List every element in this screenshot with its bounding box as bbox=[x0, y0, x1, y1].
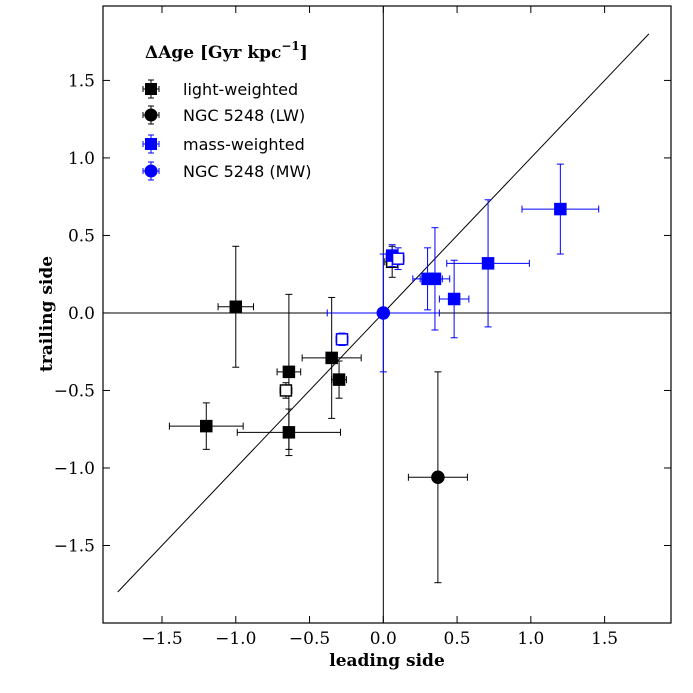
legend-circle-marker bbox=[144, 108, 158, 122]
legend-label-ngc5248-lw: NGC 5248 (LW) bbox=[183, 106, 305, 125]
y-tick-label: 1.0 bbox=[68, 149, 95, 169]
data-marks bbox=[168, 163, 600, 584]
y-tick-label: −1.5 bbox=[54, 536, 95, 556]
legend-circle-marker bbox=[144, 164, 158, 178]
square-marker bbox=[325, 351, 338, 365]
square-marker bbox=[332, 373, 346, 386]
x-tick-label: 1.5 bbox=[591, 629, 618, 649]
x-axis-label: leading side bbox=[329, 651, 445, 671]
axis-ticks: −1.5 −1.0 −0.5 0.0 0.5 1.0 1.5 −1.5 −1.0 −0.5 0.0 0… bbox=[54, 6, 671, 649]
legend-title-end: ] bbox=[300, 43, 308, 63]
y-tick-label: 0.5 bbox=[68, 226, 95, 246]
x-tick-label: 1.0 bbox=[517, 629, 544, 649]
legend-label-light-weighted: light-weighted bbox=[183, 80, 298, 99]
legend-square-marker bbox=[145, 138, 157, 150]
legend-square-marker bbox=[145, 83, 157, 95]
circle-marker bbox=[431, 470, 445, 485]
square-marker bbox=[391, 252, 405, 265]
square-marker bbox=[282, 365, 296, 379]
square-marker bbox=[481, 257, 495, 270]
x-tick-label: −1.0 bbox=[215, 629, 256, 649]
y-tick-label: 1.5 bbox=[68, 71, 95, 91]
square-marker bbox=[447, 292, 461, 306]
square-marker bbox=[335, 333, 349, 346]
x-tick-label: 0.5 bbox=[444, 629, 471, 649]
square-marker bbox=[279, 384, 293, 397]
square-marker bbox=[554, 202, 567, 216]
square-marker bbox=[428, 272, 442, 286]
plot-frame bbox=[102, 5, 672, 624]
square-marker bbox=[200, 419, 213, 433]
y-tick-label: 0.0 bbox=[68, 304, 95, 324]
circle-marker bbox=[376, 306, 391, 320]
legend-label-mass-weighted: mass-weighted bbox=[183, 135, 305, 154]
y-tick-label: −0.5 bbox=[54, 381, 95, 401]
x-tick-label: −1.5 bbox=[141, 629, 182, 649]
legend-label-ngc5248-mw: NGC 5248 (MW) bbox=[183, 162, 312, 181]
legend-title: ΔAge [Gyr kpc−1] bbox=[145, 39, 308, 63]
legend-title-superscript: −1 bbox=[281, 39, 299, 53]
y-axis-label: trailing side bbox=[37, 256, 57, 372]
legend-title-main: ΔAge [Gyr kpc bbox=[145, 43, 281, 63]
x-tick-label: −0.5 bbox=[289, 629, 330, 649]
x-tick-label: 0.0 bbox=[370, 629, 397, 649]
square-marker bbox=[282, 426, 296, 439]
y-tick-label: −1.0 bbox=[54, 459, 95, 479]
square-marker bbox=[229, 300, 243, 313]
legend: ΔAge [Gyr kpc−1] light-weighted NGC 5248… bbox=[142, 39, 312, 181]
